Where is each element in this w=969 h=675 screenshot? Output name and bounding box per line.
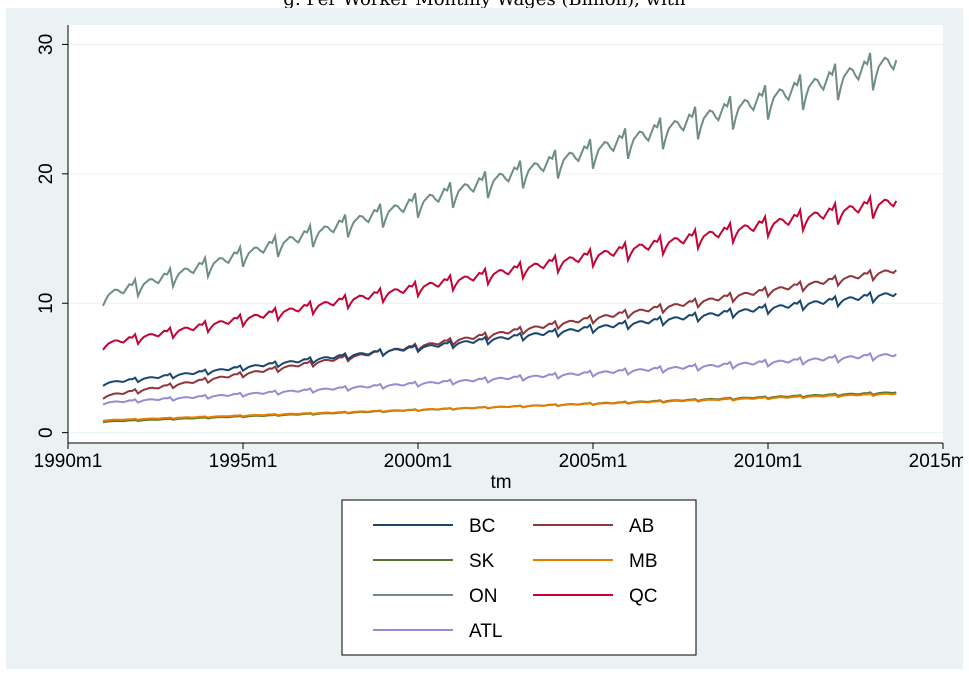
legend-label-ab: AB (629, 516, 654, 537)
series-line-qc (102, 193, 898, 351)
x-tick-label: 2000m1 (384, 451, 453, 472)
x-axis-title: tm (490, 472, 511, 493)
series-line-atl (102, 351, 897, 406)
plot-area (68, 25, 943, 443)
legend-label-on: ON (469, 586, 498, 607)
figure-caption: g. Per Worker Monthly Wages (Billion), w… (0, 0, 969, 10)
legend-label-mb: MB (629, 551, 658, 572)
series-line-bc (102, 290, 897, 387)
y-tick-label: 30 (36, 34, 57, 55)
y-axis-ticks: 0 10 20 30 (36, 34, 68, 438)
x-tick-label: 2010m1 (734, 451, 803, 472)
chart-figure: 0 10 20 30 1990m1 1995m1 2000m1 2005m1 2010m1 20… (6, 8, 963, 669)
x-axis-ticks: 1990m1 1995m1 2000m1 2005m1 2010m1 2015m1 (34, 443, 963, 472)
legend-label-atl: ATL (469, 621, 502, 642)
legend: BC AB SK MB ON QC ATL (373, 516, 658, 642)
series-line-on (102, 52, 898, 307)
legend-label-qc: QC (629, 586, 658, 607)
line-chart: 0 10 20 30 1990m1 1995m1 2000m1 2005m1 2010m1 20… (34, 25, 963, 656)
x-tick-label: 1990m1 (34, 451, 103, 472)
y-tick-label: 0 (36, 427, 57, 438)
x-tick-label: 2015m1 (909, 451, 963, 472)
series-line-ab (102, 268, 897, 400)
series-lines (102, 52, 898, 424)
x-tick-label: 2005m1 (559, 451, 628, 472)
series-line-mb (102, 392, 897, 422)
legend-label-sk: SK (469, 551, 495, 572)
y-tick-label: 10 (36, 293, 57, 314)
y-tick-label: 20 (36, 163, 57, 184)
legend-label-bc: BC (469, 516, 495, 537)
x-tick-label: 1995m1 (209, 451, 278, 472)
